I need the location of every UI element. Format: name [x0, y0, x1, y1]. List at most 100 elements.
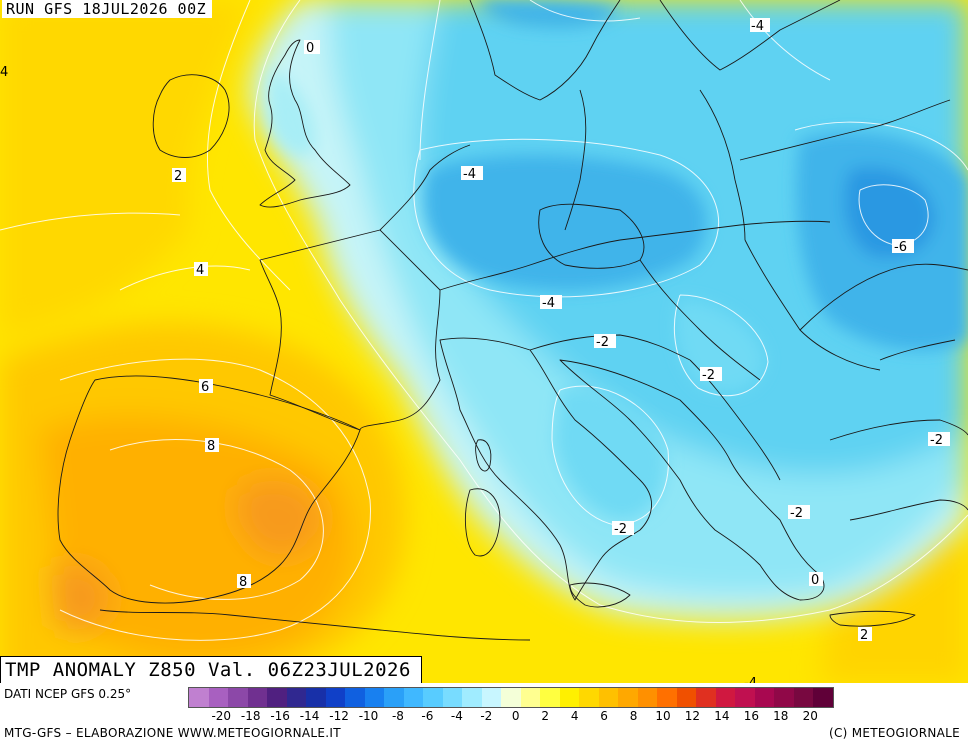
- scale-swatch: [403, 688, 423, 707]
- scale-swatch: [540, 688, 560, 707]
- anomaly-map: 0 -4 2 -4 4 -6 -4 -2 6 -2 8 -2 -2 -2 8 0…: [0, 0, 968, 683]
- scale-swatch: [208, 688, 228, 707]
- isoline-label: 2: [858, 627, 872, 643]
- svg-text:2: 2: [174, 169, 182, 184]
- footer: DATI NCEP GFS 0.25° -20 -18 -16 -14 -12 -10 -8…: [0, 683, 968, 745]
- scale-tick-label: -12: [329, 709, 349, 723]
- scale-swatch: [364, 688, 384, 707]
- svg-text:-4: -4: [463, 167, 476, 182]
- svg-text:-2: -2: [596, 335, 609, 350]
- svg-text:-4: -4: [542, 296, 555, 311]
- scale-tick-label: 12: [684, 709, 701, 723]
- scale-swatch: [306, 688, 326, 707]
- scale-tick-label: -10: [358, 709, 379, 723]
- scale-swatch: [189, 688, 209, 707]
- data-source: DATI NCEP GFS 0.25°: [4, 687, 132, 701]
- scale-swatch: [676, 688, 696, 707]
- svg-text:-2: -2: [930, 433, 943, 448]
- map-canvas: 0 -4 2 -4 4 -6 -4 -2 6 -2 8 -2 -2 -2 8 0…: [0, 0, 968, 683]
- isoline-label: -4: [540, 295, 562, 311]
- svg-text:-2: -2: [790, 506, 803, 521]
- svg-text:-4: -4: [744, 676, 757, 683]
- isoline-label: -2: [788, 505, 810, 521]
- scale-tick-label: 2: [541, 709, 550, 723]
- isoline-label: -2: [928, 432, 950, 448]
- isoline-label: -2: [700, 367, 722, 383]
- scale-swatch: [696, 688, 716, 707]
- isoline-label: -4: [461, 166, 483, 182]
- scale-tick-label: 16: [743, 709, 759, 723]
- scale-swatch: [462, 688, 482, 707]
- scale-tick-label: -20: [211, 709, 232, 723]
- scale-swatch: [325, 688, 345, 707]
- isoline-label: 8: [237, 574, 251, 590]
- scale-swatch: [423, 688, 443, 707]
- isolines: [0, 0, 968, 641]
- scale-swatch: [793, 688, 813, 707]
- isoline-label: -2: [594, 334, 616, 350]
- scale-swatch: [267, 688, 287, 707]
- scale-swatch: [247, 688, 267, 707]
- svg-text:-6: -6: [894, 240, 907, 255]
- scale-swatch: [735, 688, 755, 707]
- scale-tick-label: 18: [773, 709, 789, 723]
- color-scale-ticks: -20 -18 -16 -14 -12 -10 -8 -6 -4 -2 0 2 4 6 8 10 12 14 16 1…: [188, 709, 968, 723]
- scale-tick-label: 14: [714, 709, 730, 723]
- scale-swatch: [774, 688, 794, 707]
- scale-swatch: [598, 688, 618, 707]
- scale-swatch: [813, 688, 833, 707]
- credit-left: MTG-GFS – ELABORAZIONE WWW.METEOGIORNALE…: [4, 726, 341, 740]
- svg-text:8: 8: [207, 439, 215, 454]
- scale-swatch: [657, 688, 677, 707]
- scale-swatch: [228, 688, 248, 707]
- isoline-label: -4: [750, 18, 770, 34]
- scale-swatch: [345, 688, 365, 707]
- scale-tick-label: 4: [570, 709, 579, 723]
- credit-right: (C) METEOGIORNALE: [828, 726, 960, 740]
- scale-tick-label: -6: [421, 709, 434, 723]
- svg-text:2: 2: [860, 628, 868, 643]
- isoline-label: -6: [892, 239, 914, 255]
- scale-swatch: [559, 688, 579, 707]
- color-scale: [188, 687, 834, 708]
- isoline-label: 6: [199, 379, 213, 395]
- isoline-label: 4: [0, 65, 8, 80]
- svg-text:-4: -4: [751, 19, 764, 34]
- svg-text:0: 0: [306, 41, 314, 56]
- scale-tick-label: 6: [600, 709, 608, 723]
- scale-tick-label: -4: [450, 709, 463, 723]
- scale-swatch: [520, 688, 540, 707]
- scale-swatch: [637, 688, 657, 707]
- isoline-label: 0: [809, 572, 823, 588]
- svg-text:4: 4: [196, 263, 204, 278]
- scale-tick-label: 8: [629, 709, 638, 723]
- svg-text:6: 6: [201, 380, 209, 395]
- svg-text:0: 0: [811, 573, 819, 588]
- scale-swatch: [501, 688, 521, 707]
- isoline-label: 4: [194, 262, 208, 278]
- map-title: TMP ANOMALY Z850 Val. 06Z23JUL2026: [0, 656, 422, 685]
- scale-tick-label: -16: [270, 709, 290, 723]
- run-label: RUN GFS 18JUL2026 00Z: [2, 0, 213, 18]
- svg-text:8: 8: [239, 575, 247, 590]
- svg-text:-2: -2: [702, 368, 715, 383]
- scale-swatch: [442, 688, 462, 707]
- scale-swatch: [384, 688, 404, 707]
- scale-tick-label: -18: [240, 709, 261, 723]
- scale-swatch: [754, 688, 774, 707]
- scale-tick-label: -14: [299, 709, 320, 723]
- isoline-label: -4: [744, 676, 757, 683]
- scale-swatch: [579, 688, 599, 707]
- scale-swatch: [618, 688, 638, 707]
- scale-tick-label: 0: [511, 709, 520, 723]
- isoline-label: 0: [304, 40, 320, 56]
- scale-swatch: [286, 688, 306, 707]
- svg-text:4: 4: [0, 65, 8, 80]
- isoline-labels: 0 -4 2 -4 4 -6 -4 -2 6 -2 8 -2 -2 -2 8 0…: [0, 18, 950, 683]
- scale-tick-label: -8: [391, 709, 404, 723]
- svg-text:-2: -2: [614, 522, 627, 537]
- scale-tick-label: 10: [655, 709, 671, 723]
- scale-tick-label: 20: [802, 709, 818, 723]
- isoline-label: -2: [612, 521, 634, 537]
- isoline-label: 8: [205, 438, 219, 454]
